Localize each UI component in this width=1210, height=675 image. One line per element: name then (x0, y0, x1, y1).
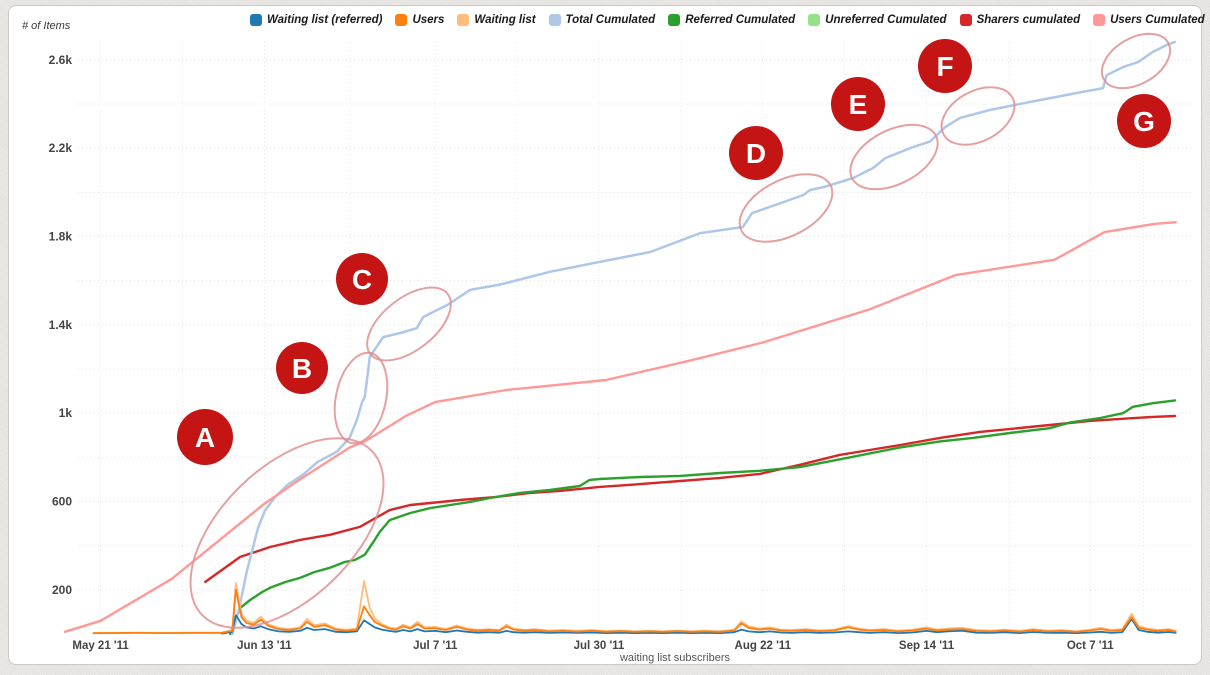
x-tick-label: Jul 7 '11 (413, 640, 458, 652)
legend-swatch-users-cumulated (1093, 14, 1106, 26)
legend-swatch-users (395, 14, 408, 26)
annotation-ellipse-c (366, 286, 452, 362)
legend-item-waiting-list-referred[interactable]: Waiting list (referred) (250, 14, 382, 26)
y-tick-label: 1.8k (49, 230, 73, 244)
annotation-circle-d (729, 126, 783, 180)
y-tick-label: 1.4k (49, 318, 73, 332)
legend-label-sharers-cumulated: Sharers cumulated (976, 14, 1081, 26)
x-tick-label: Jun 13 '11 (237, 640, 292, 652)
legend-swatch-unreferred-cumulated (808, 14, 821, 26)
x-tick-label: Oct 7 '11 (1067, 640, 1114, 652)
legend-swatch-waiting-list (457, 14, 470, 26)
legend-item-waiting-list[interactable]: Waiting list (457, 14, 536, 26)
legend-label-referred-cumulated: Referred Cumulated (685, 14, 796, 26)
y-axis-title: # of Items (22, 20, 71, 32)
series-line-sharers-cumulated (204, 414, 1177, 584)
x-tick-label: Sep 14 '11 (899, 640, 955, 652)
legend-swatch-referred-cumulated (668, 14, 681, 26)
series-line-users (92, 588, 1177, 634)
legend-label-users-cumulated: Users Cumulated (1110, 14, 1205, 26)
y-tick-label: 1k (59, 406, 73, 420)
x-axis-title: waiting list subscribers (619, 652, 731, 664)
annotation-ellipse-a (189, 437, 385, 629)
annotation-letter-d: D (746, 138, 766, 169)
legend-item-users-cumulated[interactable]: Users Cumulated (1093, 14, 1205, 26)
series-line-referred-cumulated (228, 399, 1177, 636)
annotation-circle-e (831, 77, 885, 131)
legend-item-unreferred-cumulated[interactable]: Unreferred Cumulated (808, 14, 947, 26)
legend-label-unreferred-cumulated: Unreferred Cumulated (825, 14, 947, 26)
annotation-circle-a (177, 409, 233, 465)
y-tick-label: 600 (52, 495, 72, 509)
annotation-letter-a: A (195, 422, 215, 453)
chart-panel (8, 5, 1202, 665)
legend-label-users: Users (412, 14, 445, 26)
series-line-users-cumulated (63, 220, 1177, 633)
annotation-letter-g: G (1133, 106, 1155, 137)
annotation-letter-e: E (849, 89, 868, 120)
annotation-letter-b: B (292, 353, 312, 384)
series-line-total-cumulated (231, 40, 1177, 636)
legend-swatch-waiting-list-referred (250, 14, 262, 26)
legend-swatch-sharers-cumulated (959, 14, 972, 26)
legend-label-waiting-list-referred: Waiting list (referred) (267, 14, 383, 26)
annotation-circle-g (1117, 94, 1171, 148)
x-tick-label: Jul 30 '11 (574, 640, 625, 652)
legend-label-waiting-list: Waiting list (474, 14, 536, 26)
legend-item-referred-cumulated[interactable]: Referred Cumulated (668, 14, 795, 26)
annotation-ellipse-b (333, 351, 389, 445)
annotation-ellipse-d (738, 173, 834, 243)
annotation-circle-c (336, 253, 388, 305)
legend-label-total-cumulated: Total Cumulated (565, 14, 656, 26)
annotation-ellipse-e (849, 123, 939, 191)
series-line-waiting-list-referred (220, 614, 1177, 635)
annotation-ellipse-f (940, 86, 1016, 146)
legend-item-users[interactable]: Users (395, 14, 444, 26)
x-tick-label: May 21 '11 (72, 640, 129, 652)
annotation-letter-c: C (352, 264, 372, 295)
x-tick-label: Aug 22 '11 (735, 640, 792, 652)
annotation-circle-f (918, 39, 972, 93)
y-tick-label: 2.6k (49, 53, 73, 67)
y-tick-label: 2.2k (49, 141, 73, 155)
legend-item-sharers-cumulated[interactable]: Sharers cumulated (959, 14, 1081, 26)
annotation-letter-f: F (936, 51, 953, 82)
legend: Waiting list (referred) Users Waiting list… (250, 10, 1205, 30)
annotation-ellipse-g (1100, 32, 1172, 90)
annotation-circle-b (276, 342, 328, 394)
y-tick-label: 200 (52, 583, 72, 597)
legend-item-total-cumulated[interactable]: Total Cumulated (548, 14, 656, 26)
legend-swatch-total-cumulated (548, 14, 561, 26)
